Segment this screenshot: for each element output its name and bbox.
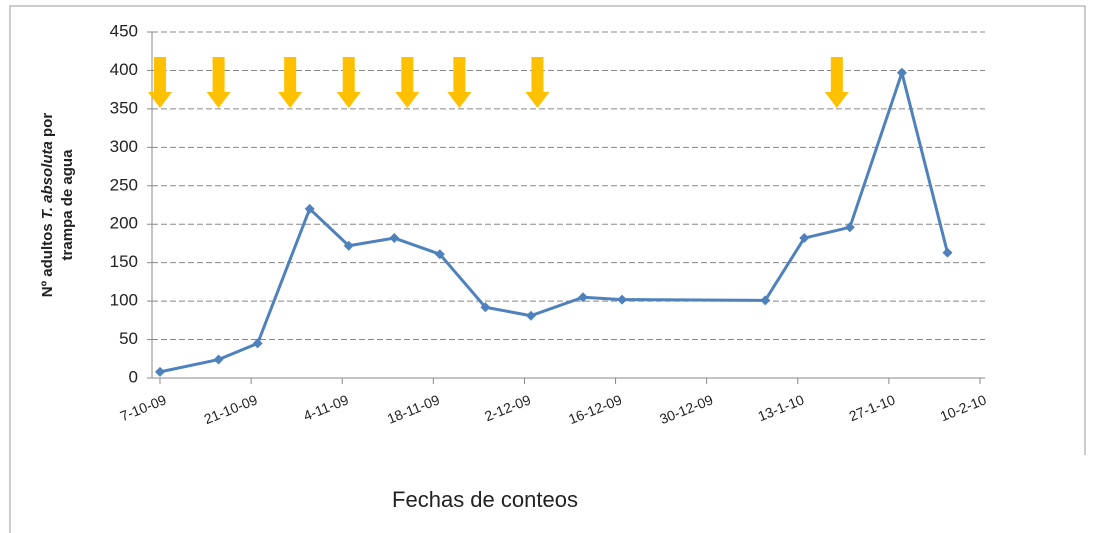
arrow	[148, 57, 172, 108]
point	[480, 302, 491, 313]
y-tick-label: 200	[110, 214, 138, 233]
point	[304, 203, 315, 214]
y-label-part: por	[39, 113, 56, 141]
arrow	[447, 57, 472, 108]
x-tick-label: 18-11-09	[385, 391, 442, 427]
x-axis-label: Fechas de conteos	[392, 487, 578, 512]
y-axis-label: trampa de agua	[59, 149, 76, 261]
y-tick-label: 100	[110, 291, 138, 310]
point	[389, 233, 400, 244]
x-tick-label: 10-2-10	[938, 391, 989, 424]
x-tick-label: 30-12-09	[657, 391, 715, 427]
point	[213, 354, 224, 365]
point	[155, 366, 165, 377]
point	[942, 247, 953, 258]
arrow	[206, 57, 231, 108]
arrow	[336, 57, 361, 108]
point	[760, 295, 771, 306]
arrow	[824, 57, 849, 108]
y-label-part: Nº adultos	[39, 219, 56, 297]
y-tick-label: 450	[110, 21, 138, 40]
y-tick-label: 300	[110, 137, 138, 156]
point	[617, 294, 628, 305]
arrow	[395, 57, 420, 108]
x-tick-label: 13-1-10	[756, 391, 807, 424]
point	[343, 240, 354, 251]
y-tick-label: 400	[110, 60, 138, 79]
y-tick-label: 0	[129, 367, 138, 386]
y-axis-label: Nº adultos T. absoluta por	[39, 113, 56, 298]
y-tick-label: 50	[119, 329, 138, 348]
x-tick-label: 2-12-09	[482, 391, 533, 424]
x-tick-label: 16-12-09	[566, 391, 624, 427]
x-tick-label: 4-11-09	[301, 391, 351, 424]
point	[434, 249, 445, 260]
arrow	[525, 57, 550, 108]
point	[578, 292, 589, 303]
y-tick-label: 150	[110, 252, 138, 271]
x-tick-label: 21-10-09	[202, 391, 260, 427]
y-label-part: T. absoluta	[39, 141, 56, 219]
arrow	[278, 57, 303, 108]
point	[799, 233, 810, 244]
point	[896, 67, 907, 78]
point	[844, 222, 855, 233]
point	[525, 310, 536, 321]
x-tick-label: 7-10-09	[118, 391, 169, 424]
point	[252, 338, 263, 349]
x-tick-label: 27-1-10	[847, 391, 898, 424]
y-tick-label: 250	[110, 175, 138, 194]
frame	[9, 5, 1086, 533]
series-line	[159, 71, 949, 374]
y-tick-label: 350	[110, 98, 138, 117]
